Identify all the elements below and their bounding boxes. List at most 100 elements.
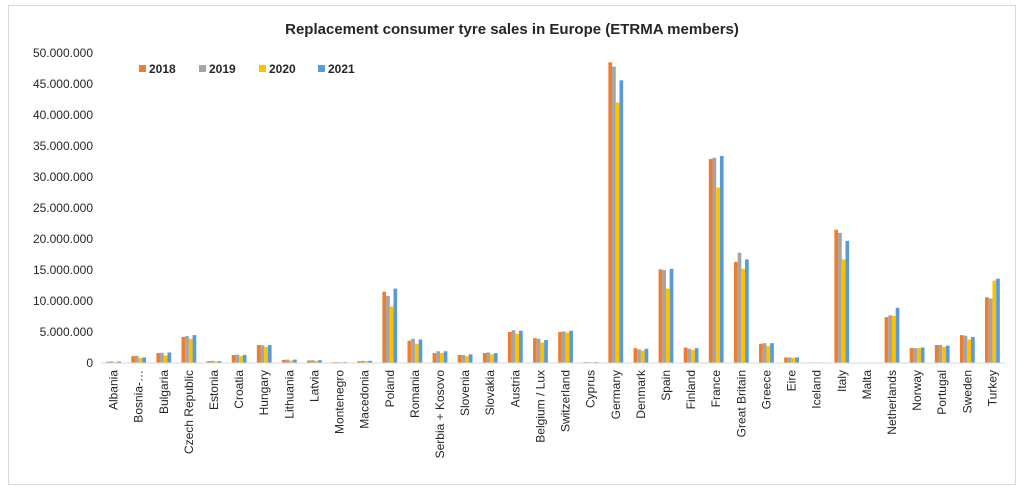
bar-2020-netherlands — [892, 315, 896, 363]
bar-2018-serbia-kosovo — [432, 353, 437, 363]
bar-2021-poland — [393, 288, 398, 363]
bar-2020-austria — [515, 333, 520, 363]
bar-2020-norway — [917, 348, 921, 363]
bar-2018-slovenia — [457, 354, 462, 363]
bar-2018-czech-republic — [181, 336, 186, 363]
bar-2019-estonia — [210, 360, 214, 363]
bar-2021-belgium-lux — [544, 340, 548, 363]
bar-2020-switzerland — [565, 332, 570, 363]
x-tick-label: Cyprus — [584, 370, 598, 408]
bar-2020-slovenia — [465, 356, 469, 363]
bar-2019-denmark — [637, 349, 641, 363]
bar-2019-croatia — [235, 354, 240, 363]
bar-2019-austria — [511, 330, 516, 363]
bar-2021-sweden — [971, 336, 975, 363]
bar-2020-great-britain — [741, 268, 746, 363]
bar-2018-turkey — [985, 297, 989, 363]
bar-2019-lithuania — [285, 359, 290, 363]
bar-2020-lithuania — [289, 360, 294, 363]
legend: 2018 2019 2020 2021 — [139, 62, 355, 76]
y-tick-label: 40.000.000 — [33, 108, 93, 122]
bar-2019-greece — [762, 343, 767, 363]
bar-2020-germany — [615, 102, 620, 363]
bar-2021-slovakia — [493, 353, 498, 363]
bar-2020-estonia — [214, 361, 218, 363]
bar-2021-lithuania — [293, 359, 297, 363]
chart-title: Replacement consumer tyre sales in Europ… — [285, 21, 739, 38]
bar-2018-switzerland — [558, 332, 562, 363]
bar-2020-poland — [389, 306, 394, 363]
x-tick-label: Greece — [759, 370, 773, 410]
bar-2019-switzerland — [561, 331, 566, 363]
x-tick-label: Slovakia — [483, 370, 497, 416]
bar-2020-romania — [414, 343, 419, 363]
bar-2021-greece — [770, 343, 774, 363]
x-tick-label: Serbia + Kosovo — [433, 370, 447, 459]
bar-2020-macedonia — [364, 361, 369, 363]
bar-2020-latvia — [314, 360, 319, 363]
chart-frame: Replacement consumer tyre sales in Europ… — [8, 5, 1016, 485]
bar-2021-romania — [418, 339, 423, 363]
bar-2021-turkey — [996, 278, 1000, 363]
bar-2018-italy — [834, 229, 839, 363]
bar-2021-norway — [920, 347, 925, 363]
bars-group — [106, 62, 1000, 364]
y-tick-label: 35.000.000 — [33, 139, 93, 153]
bar-2020-eire — [791, 358, 796, 363]
x-tick-label: France — [709, 370, 723, 408]
legend-swatch-2021 — [318, 65, 325, 72]
x-tick-label: Poland — [383, 370, 397, 407]
y-tick-label: 10.000.000 — [33, 294, 93, 308]
bar-2019-poland — [386, 296, 390, 363]
legend-swatch-2020 — [259, 65, 266, 72]
legend-swatch-2018 — [139, 65, 146, 72]
bar-2020-bosnia- — [138, 358, 143, 363]
bar-2018-estonia — [206, 361, 211, 363]
bar-2019-bosnia- — [134, 355, 139, 363]
bar-2021-italy — [845, 240, 850, 363]
x-tick-label: Croatia — [232, 370, 246, 409]
x-tick-label: Montenegro — [333, 370, 347, 434]
x-tick-label: Spain — [659, 370, 673, 401]
bar-2019-macedonia — [360, 360, 365, 363]
bar-2018-belgium-lux — [533, 338, 537, 363]
bar-2021-czech-republic — [192, 335, 197, 363]
y-tick-label: 45.000.000 — [33, 77, 93, 91]
bar-2020-turkey — [992, 280, 997, 363]
bar-2019-germany — [612, 66, 616, 363]
bar-2020-finland — [691, 349, 695, 363]
y-tick-label: 15.000.000 — [33, 263, 93, 277]
bar-2018-bulgaria — [156, 353, 161, 363]
x-tick-label: Latvia — [307, 370, 321, 402]
bar-2021-serbia-kosovo — [443, 351, 448, 363]
bar-2020-croatia — [239, 356, 243, 363]
bar-2020-spain — [666, 288, 670, 363]
x-tick-label: Italy — [835, 370, 849, 392]
bar-2021-portugal — [945, 345, 950, 363]
bar-2018-sweden — [959, 335, 964, 363]
y-tick-label: 30.000.000 — [33, 170, 93, 184]
bar-2020-denmark — [640, 350, 645, 363]
bar-2018-spain — [658, 269, 663, 363]
chart-svg: Replacement consumer tyre sales in Europ… — [33, 21, 1005, 459]
bar-2019-eire — [787, 357, 792, 363]
bar-2019-slovenia — [461, 354, 466, 363]
legend-label-2020: 2020 — [269, 62, 296, 76]
bar-2021-croatia — [242, 354, 247, 363]
bar-2020-hungary — [264, 346, 268, 363]
bar-2018-austria — [507, 332, 512, 363]
x-tick-label: Norway — [910, 370, 924, 411]
legend-label-2018: 2018 — [149, 62, 176, 76]
x-tick-label: Hungary — [257, 370, 271, 415]
bar-2021-latvia — [318, 360, 322, 363]
bar-2020-belgium-lux — [540, 342, 545, 363]
bar-2019-belgium-lux — [536, 338, 541, 363]
bar-2021-finland — [694, 348, 699, 363]
x-tick-label: Macedonia — [358, 370, 372, 429]
x-tick-label: Turkey — [985, 370, 999, 406]
bar-2021-switzerland — [569, 330, 573, 363]
x-tick-label: Lithuania — [282, 370, 296, 419]
x-tick-label: Belgium / Lux — [533, 370, 547, 443]
bar-2019-netherlands — [888, 315, 892, 363]
x-tick-label: Great Britain — [734, 370, 748, 437]
